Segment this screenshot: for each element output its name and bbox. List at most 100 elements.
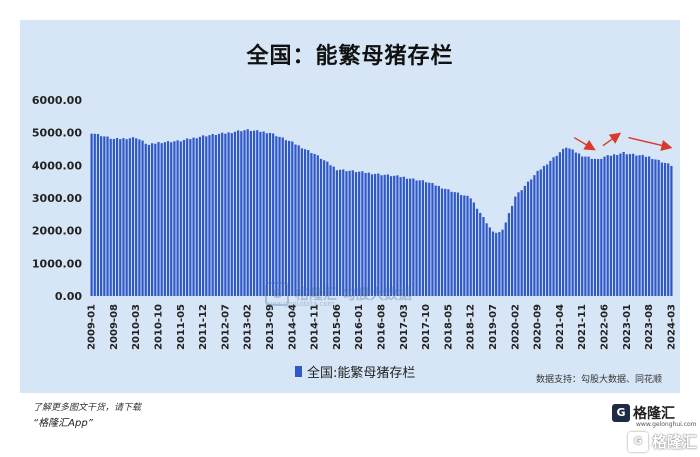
y-tick-label: 4000.00 — [32, 159, 82, 172]
brand-watermark-text: 格隆汇 — [652, 433, 698, 451]
bar — [491, 231, 495, 296]
x-tick-label: 2018-12 — [466, 304, 477, 350]
bar — [265, 133, 268, 296]
bar — [635, 155, 638, 296]
bar — [119, 139, 122, 296]
x-tick-label: 2021-04 — [555, 304, 566, 350]
bar — [539, 169, 542, 296]
bar — [297, 145, 300, 296]
bar — [606, 155, 609, 296]
bar — [227, 132, 230, 296]
bar — [144, 143, 147, 296]
x-tick-label: 2020-09 — [533, 304, 544, 350]
bar — [644, 156, 648, 296]
brand-watermark-icon: G — [628, 431, 648, 452]
bar — [192, 137, 195, 296]
chart-card: 全国：能繁母猪存栏 0.00 1000.00 2000.00 3000.00 4000.… — [20, 20, 680, 393]
brand-logo-url: www.gelonghui.com — [636, 421, 697, 428]
bar — [374, 173, 377, 296]
bar — [456, 192, 460, 296]
bar — [367, 172, 370, 296]
bar — [597, 159, 600, 296]
bar — [115, 137, 119, 296]
bar — [272, 133, 275, 296]
bar — [667, 163, 670, 296]
bar — [173, 141, 176, 296]
y-tick-label: 0.00 — [55, 290, 82, 303]
bar — [507, 213, 511, 296]
bar — [472, 202, 475, 296]
bar — [622, 152, 625, 296]
bar — [428, 182, 431, 296]
brand-logo: G 格隆汇 — [612, 403, 675, 423]
bar — [555, 155, 558, 296]
bar — [660, 162, 663, 296]
bar — [138, 139, 141, 296]
bar — [364, 173, 367, 296]
brand-watermark-logo: G 格隆汇 — [628, 431, 697, 452]
bar — [450, 191, 453, 296]
bar — [338, 169, 342, 296]
bar — [319, 158, 323, 296]
bar — [418, 180, 421, 296]
bar — [501, 229, 504, 296]
bar — [641, 154, 644, 296]
x-tick-label: 2013-02 — [243, 304, 254, 350]
bar — [217, 133, 221, 296]
x-tick-label: 2017-10 — [421, 304, 432, 350]
bar — [166, 141, 170, 296]
bar — [511, 205, 514, 296]
bar — [211, 134, 214, 296]
bar — [135, 138, 138, 296]
bar — [396, 175, 399, 296]
bar — [421, 180, 425, 296]
bar — [577, 153, 581, 296]
legend-swatch — [295, 366, 302, 377]
legend-label: 全国:能繁母猪存栏 — [307, 366, 416, 381]
bar — [498, 232, 501, 296]
bar — [205, 136, 208, 296]
bar — [389, 176, 393, 296]
x-tick-label: 2016-01 — [354, 304, 365, 350]
chart-legend: 全国:能繁母猪存栏 — [295, 362, 415, 381]
bar — [561, 148, 565, 296]
bar — [437, 185, 440, 296]
bar — [249, 131, 252, 296]
bar — [574, 152, 577, 296]
bar — [466, 195, 469, 296]
bar — [163, 142, 166, 296]
bar — [342, 169, 345, 296]
bar — [488, 227, 491, 296]
x-tick-label: 2012-07 — [220, 304, 231, 350]
bar — [125, 139, 128, 296]
x-tick-label: 2020-02 — [510, 304, 521, 350]
bar — [399, 177, 402, 296]
bar — [100, 136, 103, 296]
bar — [278, 136, 281, 296]
bar — [628, 154, 632, 296]
bar — [316, 155, 319, 296]
bar — [584, 156, 587, 296]
bar — [252, 130, 256, 296]
bar — [654, 159, 657, 296]
bar — [198, 136, 202, 296]
bar — [141, 140, 144, 296]
bar — [469, 198, 472, 296]
bar — [651, 159, 654, 296]
bar — [447, 189, 450, 296]
bar — [259, 131, 262, 296]
bar — [542, 165, 546, 296]
bar — [351, 170, 354, 296]
bar — [310, 153, 313, 296]
bar — [571, 149, 574, 296]
bar — [383, 174, 386, 296]
bar — [546, 164, 549, 296]
bar — [157, 142, 160, 296]
bar — [444, 188, 447, 296]
bar — [109, 138, 112, 296]
bar — [233, 131, 237, 296]
watermark: G 格隆汇 勾股大数据 www.gogudata.com — [265, 282, 412, 308]
bar — [179, 141, 182, 296]
bar — [663, 162, 667, 296]
footer-download-hint: 了解更多图文干货，请下载 — [33, 403, 142, 413]
